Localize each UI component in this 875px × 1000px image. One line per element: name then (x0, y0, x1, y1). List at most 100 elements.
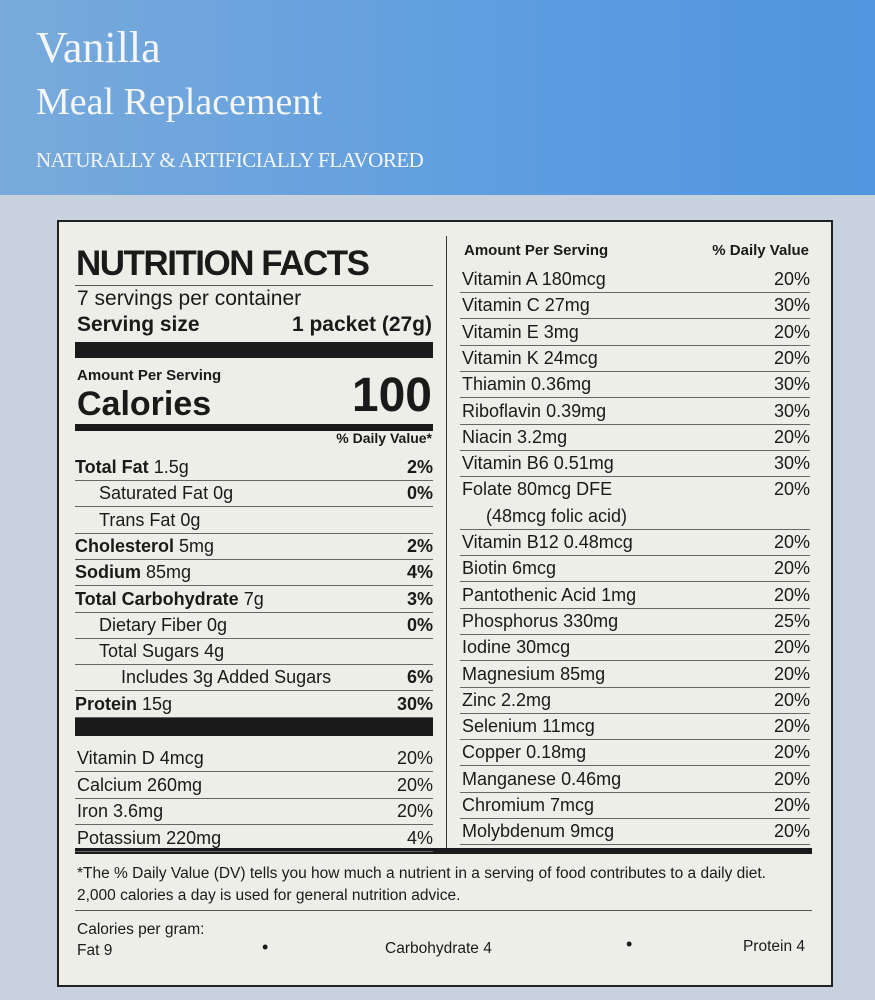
nutrient-label: Phosphorus 330mg (460, 611, 618, 631)
nutrient-amount: 4g (204, 641, 225, 662)
medium-bar (75, 424, 433, 431)
daily-value: 20% (773, 479, 810, 500)
nutrient-row: Chromium 7mcg 20% (460, 792, 810, 819)
nutrient-name: Potassium (77, 827, 162, 848)
nutrient-name: Cholesterol (75, 535, 175, 556)
nutrient-label: Chromium 7mcg (460, 795, 594, 815)
nutrient-amount: 5mg (179, 535, 215, 556)
nutrient-name: Copper (462, 742, 522, 763)
rule (75, 910, 812, 911)
nutrient-label: Molybdenum 9mcg (460, 821, 614, 841)
rule (75, 285, 433, 286)
daily-value: 2% (406, 535, 433, 556)
nutrient-label: Pantothenic Acid 1mg (460, 585, 636, 605)
nutrient-amount: 9mcg (570, 821, 615, 842)
daily-value: 20% (773, 742, 810, 763)
daily-value: 20% (773, 795, 810, 815)
nutrient-label: Trans Fat 0g (75, 510, 200, 530)
nutrient-row: Dietary Fiber 0g 0% (75, 612, 433, 639)
nutrient-amount: 0.18mg (526, 742, 587, 763)
nutrient-label: Iodine 30mcg (460, 637, 570, 657)
nutrient-row: Pantothenic Acid 1mg 20% (460, 582, 810, 609)
daily-value: 30% (773, 295, 810, 316)
daily-value: 20% (773, 663, 810, 684)
bullet: • (626, 934, 633, 954)
nutrient-row: Saturated Fat 0g 0% (75, 480, 433, 508)
nutrient-name: Vitamin A (462, 269, 537, 289)
daily-value: 20% (773, 269, 810, 289)
nutrient-name: Vitamin C (462, 295, 540, 316)
daily-value: 20% (396, 801, 433, 821)
daily-value: 30% (396, 693, 433, 714)
nutrient-label: Magnesium 85mg (460, 664, 605, 684)
nutrient-label: Cholesterol 5mg (75, 536, 214, 556)
nutrient-row: Iodine 30mcg 20% (460, 634, 810, 662)
nutrient-amount: 3.6mg (113, 801, 164, 821)
nutrient-row: Vitamin D 4mcg 20% (75, 745, 433, 772)
nutrient-row: Total Carbohydrate 7g 3% (75, 586, 433, 613)
nutrient-label: Riboflavin 0.39mg (460, 401, 606, 421)
nutrient-amount: 180mcg (541, 269, 606, 289)
nutrient-label: Total Fat 1.5g (75, 457, 189, 477)
nutrient-row: Thiamin 0.36mg 30% (460, 371, 810, 399)
nutrient-label: Thiamin 0.36mg (460, 374, 591, 394)
footnote: *The % Daily Value (DV) tells you how mu… (77, 865, 766, 904)
nutrient-name: Sodium (75, 562, 141, 583)
nutrient-row: Vitamin C 27mg 30% (460, 292, 810, 320)
nutrient-amount: 0.39mg (546, 400, 607, 421)
servings: 7 servings per container (77, 287, 302, 310)
daily-value: 20% (773, 347, 810, 368)
nutrient-row: Zinc 2.2mg 20% (460, 687, 810, 714)
nutrient-row: Biotin 6mcg 20% (460, 555, 810, 583)
per-gram: Carbohydrate 4 (385, 940, 492, 957)
calories-label: Calories (77, 385, 212, 423)
thick-bar (75, 342, 433, 358)
daily-value: 20% (773, 689, 810, 710)
nutrient-name: Includes 3g Added Sugars (121, 667, 332, 688)
daily-value: 2% (406, 457, 433, 477)
nutrient-label: Saturated Fat 0g (75, 483, 233, 503)
nutrient-name: Total Carbohydrate (75, 588, 239, 609)
nutrient-amount: 7g (243, 588, 264, 609)
calories-per-gram: Calories per gram: (77, 921, 205, 938)
thick-bar (75, 718, 433, 736)
footer-bar (75, 848, 812, 854)
nutrient-amount: 0g (207, 614, 228, 635)
nutrient-label: Vitamin E 3mg (460, 322, 579, 342)
daily-value: 30% (773, 453, 810, 474)
nutrient-name: Vitamin B6 (462, 453, 549, 474)
nutrient-row: Manganese 0.46mg 20% (460, 766, 810, 793)
nutrient-name: Vitamin B12 (462, 532, 559, 552)
nutrient-amount: 3mg (543, 321, 579, 342)
nutrient-row: Vitamin A 180mcg 20% (460, 266, 810, 293)
dv-header: % Daily Value* (336, 430, 432, 446)
nutrient-row: Magnesium 85mg 20% (460, 661, 810, 688)
daily-value: 20% (396, 748, 433, 768)
nutrient-label: Vitamin B6 0.51mg (460, 453, 614, 473)
right-dv-header: % Daily Value (712, 242, 809, 259)
nutrient-row: Calcium 260mg 20% (75, 772, 433, 799)
nutrient-name: Dietary Fiber (99, 614, 203, 635)
nutrient-name: Pantothenic Acid (462, 584, 597, 605)
nutrient-label: Zinc 2.2mg (460, 690, 551, 710)
nutrient-amount: 0g (213, 483, 234, 504)
nutrient-amount: 11mcg (542, 716, 595, 737)
nutrient-row: Iron 3.6mg 20% (75, 798, 433, 825)
nutrient-row: Folate 80mcg DFE 20% (460, 476, 810, 502)
amount-per-serving: Amount Per Serving (77, 367, 222, 384)
daily-value: 20% (773, 821, 810, 842)
daily-value: 20% (773, 426, 810, 447)
nutrient-label: Manganese 0.46mg (460, 769, 621, 789)
serving-size-label: Serving size (77, 313, 200, 336)
nutrient-label: Vitamin B12 0.48mcg (460, 532, 633, 552)
nutrient-label: Total Sugars 4g (75, 641, 224, 661)
nutrient-name: Magnesium (462, 663, 556, 684)
per-gram: Fat 9 (77, 942, 113, 959)
nutrient-label: Potassium 220mg (75, 828, 221, 848)
nutrient-row: Protein 15g 30% (75, 691, 433, 718)
nutrient-label: Total Carbohydrate 7g (75, 589, 264, 609)
nutrient-row: Niacin 3.2mg 20% (460, 424, 810, 451)
nutrient-name: Vitamin E (462, 321, 539, 342)
nutrient-row: Phosphorus 330mg 25% (460, 608, 810, 635)
